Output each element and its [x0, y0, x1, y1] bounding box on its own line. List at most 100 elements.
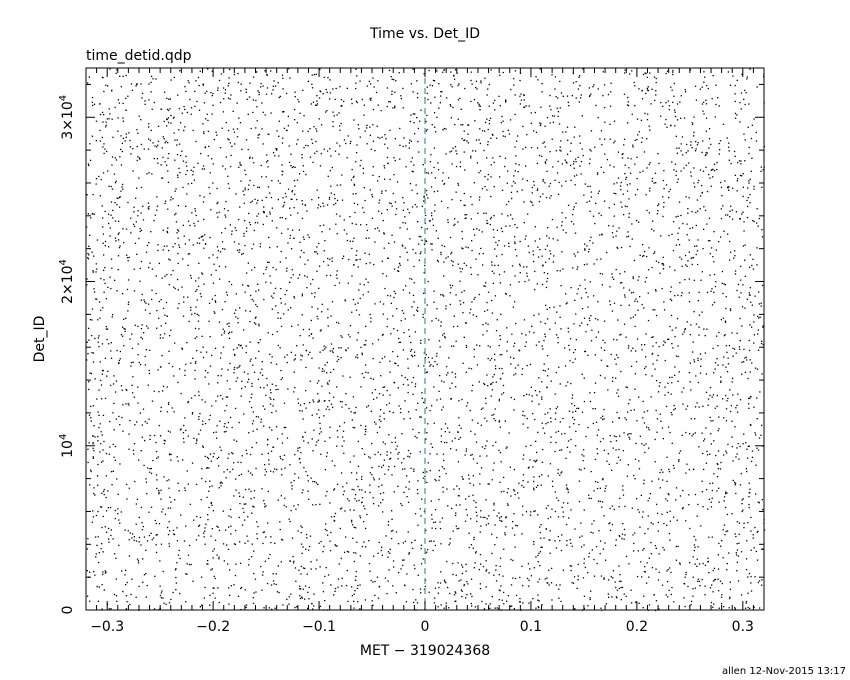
data-point	[258, 350, 260, 353]
data-point	[190, 169, 192, 171]
data-point	[96, 239, 99, 241]
data-point	[736, 447, 738, 449]
data-point	[248, 378, 250, 380]
data-point	[220, 481, 222, 483]
data-point	[486, 309, 489, 311]
data-point	[588, 162, 591, 165]
data-point	[503, 476, 505, 479]
data-point	[183, 441, 185, 443]
data-point	[681, 292, 683, 294]
data-point	[245, 606, 247, 609]
data-point	[280, 317, 282, 319]
data-point	[357, 440, 359, 443]
data-point	[160, 543, 163, 545]
data-point	[604, 542, 606, 544]
data-point	[322, 93, 324, 95]
data-point	[486, 374, 488, 376]
data-point	[392, 192, 394, 195]
data-point	[722, 123, 725, 125]
data-point	[643, 151, 646, 153]
data-point	[239, 495, 241, 497]
data-point	[227, 210, 229, 212]
data-point	[203, 168, 205, 170]
data-point	[728, 150, 730, 152]
data-point	[228, 587, 230, 589]
data-point	[501, 253, 503, 256]
data-point	[247, 285, 249, 287]
data-point	[353, 119, 355, 121]
data-point	[198, 535, 200, 537]
data-point	[725, 493, 727, 495]
data-point	[599, 272, 601, 275]
data-point	[307, 234, 309, 236]
data-point	[576, 587, 578, 589]
data-point	[205, 523, 207, 525]
data-point	[170, 459, 172, 461]
data-point	[756, 531, 758, 533]
data-point	[635, 601, 637, 603]
data-point	[183, 301, 185, 303]
data-point	[502, 135, 504, 137]
data-point	[560, 150, 562, 152]
data-point	[571, 95, 573, 97]
data-point	[92, 193, 94, 196]
data-point	[272, 89, 274, 91]
data-point	[575, 313, 577, 315]
data-point	[224, 227, 226, 229]
data-point	[304, 431, 306, 433]
data-point	[738, 458, 740, 460]
data-point	[519, 576, 521, 579]
data-point	[623, 214, 625, 216]
data-point	[270, 398, 272, 400]
data-point	[537, 554, 539, 557]
data-point	[527, 467, 530, 469]
data-point	[108, 222, 110, 225]
data-point	[122, 430, 124, 432]
data-point	[527, 213, 529, 215]
data-point	[734, 93, 736, 95]
data-point	[745, 602, 747, 604]
data-point	[455, 600, 457, 602]
data-point	[559, 316, 561, 318]
data-point	[166, 231, 169, 234]
data-point	[195, 442, 197, 444]
data-point	[113, 593, 116, 596]
data-point	[637, 134, 639, 136]
data-point	[245, 351, 247, 354]
data-point	[657, 530, 659, 532]
data-point	[747, 576, 749, 578]
data-point	[190, 362, 192, 364]
data-point	[387, 520, 390, 523]
data-point	[182, 432, 185, 434]
data-point	[250, 490, 252, 493]
data-point	[743, 433, 745, 435]
data-point	[599, 234, 601, 236]
data-point	[501, 230, 504, 233]
data-point	[349, 509, 351, 511]
data-point	[618, 506, 620, 508]
data-point	[409, 452, 412, 455]
data-point	[378, 210, 380, 212]
data-point	[196, 100, 198, 103]
data-point	[331, 350, 333, 352]
data-point	[369, 457, 371, 459]
data-point	[343, 440, 345, 442]
data-point	[312, 278, 314, 281]
data-point	[155, 534, 157, 536]
data-point	[346, 239, 349, 242]
data-point	[699, 195, 702, 197]
data-point	[287, 188, 290, 190]
data-point	[419, 508, 421, 510]
data-point	[187, 435, 189, 437]
data-point	[527, 563, 530, 565]
data-point	[258, 289, 260, 291]
data-point	[541, 474, 543, 476]
data-point	[115, 72, 117, 74]
data-point	[164, 202, 166, 204]
data-point	[746, 78, 748, 80]
data-point	[329, 148, 331, 150]
data-point	[509, 605, 512, 607]
data-point	[183, 296, 185, 298]
data-point	[299, 404, 302, 406]
data-point	[459, 280, 461, 282]
